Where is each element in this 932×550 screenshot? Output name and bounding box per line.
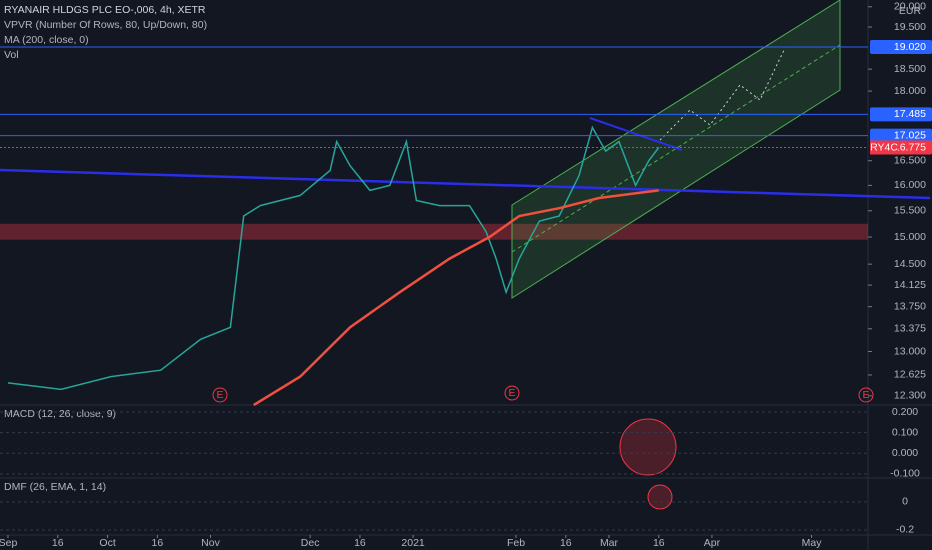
projection <box>659 47 786 141</box>
currency-label: EUR <box>899 5 922 17</box>
x-tick-label: 16 <box>152 537 164 549</box>
earnings-markers: E E E <box>212 385 874 403</box>
y-tick-label: 14.500 <box>894 258 926 270</box>
pane-tick-label: 0.000 <box>892 447 918 459</box>
price-channel <box>511 0 841 299</box>
price-zone <box>0 223 868 240</box>
indicator-label: VPVR (Number Of Rows, 80, Up/Down, 80) <box>4 19 207 31</box>
y-tick-label: 13.000 <box>894 345 926 357</box>
symbol-badge <box>870 140 898 155</box>
x-tick-label: Sep <box>0 537 17 549</box>
level-label: 17.025 <box>894 129 926 141</box>
channel-median <box>511 44 841 253</box>
y-tick-label: 14.125 <box>894 279 926 291</box>
level-label: 19.020 <box>894 41 926 53</box>
y-tick-label: 15.500 <box>894 205 926 217</box>
x-tick-label: Feb <box>507 537 525 549</box>
earnings-circle <box>504 385 520 401</box>
pane-tick-label: 0 <box>902 496 908 508</box>
x-tick-label: Oct <box>99 537 115 549</box>
indicator-label: MA (200, close, 0) <box>4 34 89 46</box>
moving-average <box>253 189 659 407</box>
pane-tick-label: 0.200 <box>892 406 918 418</box>
y-tick-label: 12.625 <box>894 369 926 381</box>
earnings-label: E <box>508 387 515 399</box>
earnings-circle <box>858 387 874 403</box>
x-tick-label: Dec <box>301 537 320 549</box>
level-label: 17.485 <box>894 108 926 120</box>
x-tick-label: 2021 <box>401 537 425 549</box>
x-tick-label: 16 <box>52 537 64 549</box>
highlight-circle <box>619 418 677 476</box>
x-tick-label: 16 <box>354 537 366 549</box>
earnings-circle <box>212 387 228 403</box>
level-badge <box>870 107 932 122</box>
y-tick-label: 20.000 <box>894 1 926 13</box>
level-badge <box>870 39 932 54</box>
y-tick-label: 12.300 <box>894 390 926 402</box>
price-line <box>7 125 660 391</box>
y-tick-label: 16.500 <box>894 155 926 167</box>
y-tick-label: 15.000 <box>894 231 926 243</box>
x-tick-label: 16 <box>653 537 665 549</box>
trend-line <box>589 117 683 151</box>
x-tick-label: 16 <box>560 537 572 549</box>
pane-title: DMF (26, EMA, 1, 14) <box>4 481 106 493</box>
y-tick-label: 13.750 <box>894 300 926 312</box>
earnings-label: E <box>862 389 869 401</box>
y-tick-label: 16.000 <box>894 179 926 191</box>
pane-tick-label: -0.100 <box>890 468 920 480</box>
y-tick-label: 19.500 <box>894 21 926 33</box>
x-tick-label: Apr <box>704 537 721 549</box>
earnings-label: E <box>216 389 223 401</box>
x-tick-label: May <box>802 537 823 549</box>
pane-tick-label: -0.2 <box>896 524 914 536</box>
highlight-circle <box>647 484 673 510</box>
x-tick-label: Mar <box>600 537 619 549</box>
x-tick-label: Nov <box>201 537 220 549</box>
y-tick-label: 13.375 <box>894 323 926 335</box>
pane-tick-label: 0.100 <box>892 426 918 438</box>
level-label: 16.775 <box>894 141 926 153</box>
trend-line <box>0 168 931 200</box>
pane-title: MACD (12, 26, close, 9) <box>4 408 116 420</box>
y-tick-label: 18.500 <box>894 63 926 75</box>
chart-title: RYANAIR HLDGS PLC EO-,006, 4h, XETR <box>4 4 206 16</box>
symbol-label: RY4C <box>870 141 898 153</box>
indicator-label: Vol <box>4 49 19 61</box>
level-badge <box>870 128 932 143</box>
y-tick-label: 18.000 <box>894 85 926 97</box>
